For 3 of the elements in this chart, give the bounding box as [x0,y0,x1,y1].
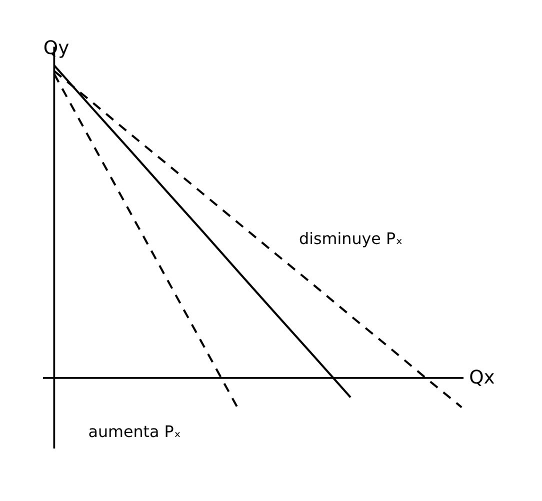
text: aumenta Pₓ [88,422,181,442]
x-axis-title: Qx [469,368,495,389]
annotation: disminuye Pₓ [299,229,403,248]
